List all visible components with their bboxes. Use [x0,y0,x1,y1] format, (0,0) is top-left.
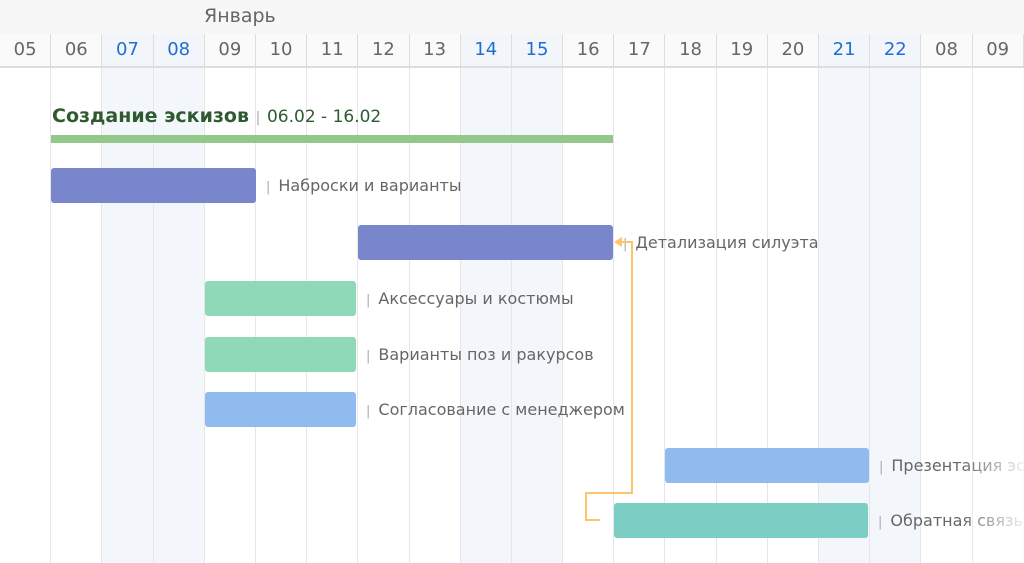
task-label-text: Аксессуары и костюмы [378,289,574,308]
task-bar[interactable] [51,168,256,203]
day-header: 11 [307,34,359,66]
task-bar[interactable] [205,392,356,427]
day-header: 07 [102,34,154,66]
day-column [51,68,103,563]
task-label: | Аксессуары и костюмы [366,289,574,308]
day-header: 05 [0,34,52,66]
summary-title: Создание эскизов [52,105,249,127]
task-bar[interactable] [205,337,356,372]
day-column [614,68,666,563]
day-header: 21 [819,34,871,66]
summary-dates: 06.02 - 16.02 [266,107,382,127]
day-header: 16 [563,34,615,66]
task-label-text: Согласование с менеджером [378,400,625,419]
day-header: 22 [870,34,922,66]
arrow-head-icon [614,237,622,247]
day-header: 12 [358,34,410,66]
day-column [870,68,922,563]
task-bar[interactable] [358,225,613,260]
task-label-text: Наброски и варианты [278,176,462,195]
day-header: 08 [153,34,205,66]
day-column [0,68,52,563]
day-header: 09 [205,34,256,66]
task-label: | Варианты поз и ракурсов [366,345,594,364]
day-header: 13 [410,34,461,66]
day-column [410,68,461,563]
day-column [768,68,819,563]
task-bar[interactable] [205,281,356,316]
day-column [102,68,154,563]
day-header: 06 [51,34,103,66]
task-label-text: Детализация силуэта [635,233,819,252]
task-label: | Наброски и варианты [266,176,462,195]
day-column [358,68,410,563]
day-header: 15 [511,34,564,66]
day-column [511,68,564,563]
day-column [563,68,615,563]
task-bar[interactable] [614,503,868,538]
day-column [665,68,717,563]
summary-task-label[interactable]: Создание эскизов | 06.02 - 16.02 [52,105,382,127]
day-header: 10 [256,34,308,66]
month-label: Январь [204,5,276,27]
day-header: 18 [665,34,717,66]
day-header: 09 [973,34,1024,66]
day-column [307,68,359,563]
day-header: 08 [921,34,973,66]
day-header: 14 [460,34,512,66]
fade-overlay [960,68,1024,563]
task-label-text: Варианты поз и ракурсов [378,345,594,364]
task-label: | Детализация силуэта [623,233,819,252]
day-column [460,68,512,563]
day-column [153,68,205,563]
days-header: 05 06 07 08 09 10 11 12 13 14 15 16 17 18 19 20 21 22 08 09 [0,34,1024,68]
summary-bar[interactable] [51,135,613,143]
task-label: | Согласование с менеджером [366,400,625,419]
timeline-grid [0,68,1024,563]
task-bar[interactable] [665,448,869,483]
day-column [717,68,768,563]
day-header: 17 [614,34,666,66]
day-header: 19 [717,34,768,66]
day-header: 20 [768,34,819,66]
